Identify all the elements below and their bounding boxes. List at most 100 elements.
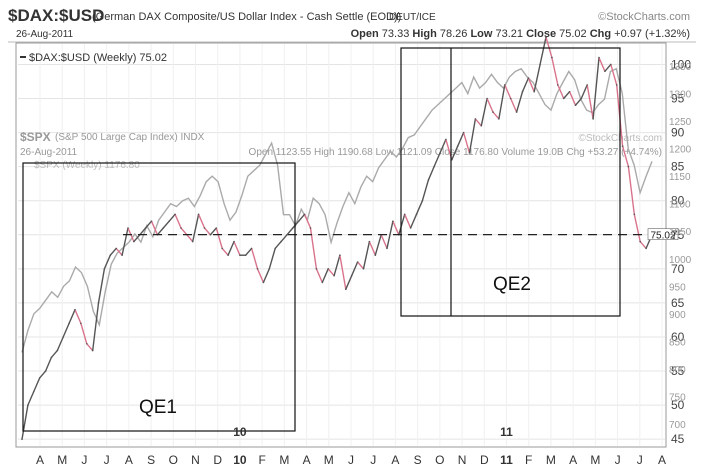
- dax-segment: [33, 377, 41, 392]
- dax-segment: [439, 139, 447, 154]
- dax-segment: [557, 84, 565, 99]
- dax-segment: [574, 98, 582, 106]
- dax-segment: [392, 220, 400, 236]
- ohlc-value: 73.21: [496, 28, 524, 40]
- dax-segment: [192, 214, 200, 242]
- dax-point: [162, 227, 165, 229]
- dax-segment: [380, 234, 388, 249]
- dax-segment: [62, 323, 70, 338]
- dax-segment: [233, 241, 241, 256]
- dax-segment: [374, 234, 382, 256]
- dax-point: [527, 77, 530, 79]
- x-tick-label: D: [213, 453, 222, 467]
- dax-point: [480, 125, 483, 127]
- dax-segment: [86, 343, 94, 352]
- y-tick-label-left: 45: [671, 432, 685, 446]
- dax-point: [56, 349, 59, 352]
- x-tick-label: O: [435, 453, 444, 467]
- dax-point: [368, 240, 371, 243]
- y-tick-label-right: 1100: [669, 200, 691, 211]
- ohlc-value: 78.26: [440, 28, 468, 40]
- dax-segment: [80, 323, 88, 344]
- x-tick-label: J: [370, 453, 376, 467]
- dax-point: [386, 247, 388, 250]
- dax-segment: [427, 166, 435, 181]
- dax-segment: [162, 220, 170, 229]
- x-tick-label: A: [303, 453, 311, 467]
- dax-point: [227, 254, 229, 256]
- dax-segment: [298, 213, 306, 222]
- y-tick-label-right: 1150: [669, 172, 691, 183]
- legend-primary: $DAX:$USD (Weekly) 75.02: [29, 52, 167, 64]
- dax-segment: [74, 309, 82, 324]
- dax-point: [250, 247, 253, 250]
- dax-segment: [404, 214, 412, 229]
- dax-segment: [433, 152, 441, 167]
- dax-segment: [468, 118, 477, 154]
- dax-point: [521, 90, 524, 93]
- dax-point: [356, 261, 359, 263]
- dax-point: [327, 268, 330, 270]
- dax-segment: [357, 261, 365, 270]
- x-tick-label: A: [125, 453, 133, 467]
- y-tick-label-right: 950: [669, 282, 686, 293]
- dax-segment: [498, 84, 506, 120]
- axis-labels: 45 50 55 60 65 70 75 80 85 90 95 100 700 750 800 850 900…: [36, 57, 692, 467]
- x-tick-label: J: [348, 453, 354, 467]
- dax-point: [515, 111, 518, 113]
- dax-segment: [551, 57, 559, 86]
- dax-point: [504, 84, 506, 86]
- dax-point: [598, 56, 600, 59]
- dax-point: [315, 268, 318, 270]
- dax-segment: [256, 268, 265, 283]
- dax-segment: [633, 214, 641, 242]
- dax-point: [21, 438, 23, 441]
- dax-segment: [580, 84, 588, 99]
- dax-point: [433, 165, 435, 168]
- dax-point: [262, 281, 265, 284]
- y-tick-label-right: 1200: [669, 145, 692, 156]
- dax-point: [492, 111, 494, 113]
- dax-segment: [39, 370, 47, 379]
- plot-area: [15, 42, 667, 448]
- dax-point: [392, 220, 394, 222]
- y-tick-label-left: 70: [671, 262, 685, 276]
- dax-point: [621, 145, 624, 147]
- dax-segment: [474, 118, 482, 127]
- ohlc-readout: Open 73.33 High 78.26 Low 73.21 Close 75…: [351, 28, 690, 40]
- dax-point: [445, 138, 447, 141]
- dax-segment: [327, 268, 335, 277]
- overlay-description: (S&P 500 Large Cap Index) INDX: [55, 132, 205, 143]
- dax-point: [309, 227, 312, 229]
- ohlc-value: 75.02: [559, 28, 587, 40]
- dax-point: [486, 97, 488, 100]
- y-tick-label-left: 100: [671, 57, 691, 71]
- dax-segment: [527, 77, 535, 92]
- y-tick-label-left: 55: [671, 364, 685, 378]
- dax-segment: [150, 220, 159, 236]
- dax-segment: [268, 248, 276, 269]
- y-tick-label-left: 90: [671, 126, 685, 140]
- y-tick-label-left: 75: [671, 228, 685, 242]
- qe2-label: QE2: [493, 274, 531, 295]
- dax-segment: [180, 227, 188, 236]
- overlay-legend: $SPX (Weekly) 1176.80: [34, 160, 140, 171]
- dax-segment: [27, 391, 35, 406]
- dax-point: [209, 234, 212, 236]
- dax-segment: [368, 241, 376, 256]
- dax-segment: [345, 275, 353, 290]
- dax-point: [215, 227, 218, 229]
- dax-segment: [168, 213, 176, 222]
- dax-point: [345, 288, 347, 291]
- x-tick-label: M: [279, 453, 289, 467]
- reference-value-box: [647, 228, 679, 240]
- dax-point: [191, 240, 194, 243]
- x-tick-label: D: [480, 453, 489, 467]
- dax-point: [403, 213, 406, 216]
- dax-point: [627, 165, 630, 168]
- dax-segment: [421, 180, 429, 201]
- dax-point: [133, 240, 135, 243]
- dax-point: [468, 152, 471, 154]
- dax-segment: [604, 63, 612, 72]
- dax-segment: [415, 200, 424, 215]
